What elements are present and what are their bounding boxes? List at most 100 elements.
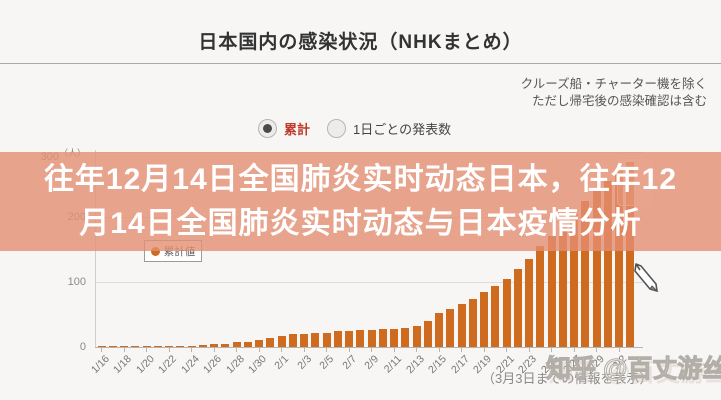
- bar-1/22: [165, 346, 173, 347]
- daily-radio-label[interactable]: 1日ごとの発表数: [353, 122, 452, 137]
- x-tick-2/15: [438, 348, 440, 352]
- x-tick-1/16: [101, 348, 102, 352]
- bar-2/10: [378, 329, 387, 347]
- bar-1/31: [266, 338, 275, 347]
- x-tick-1/24: [191, 348, 192, 352]
- x-tick-1/20: [146, 348, 147, 352]
- bar-2/11: [390, 329, 398, 347]
- bar-3/3: [626, 162, 635, 347]
- x-tick-3/2: [618, 348, 620, 352]
- bar-2/21: [502, 279, 511, 347]
- bar-1/30: [255, 340, 263, 347]
- bar-2/24: [536, 246, 545, 347]
- x-tick-2/7: [348, 348, 350, 352]
- legend-dot-icon: [150, 246, 160, 256]
- bar-2/2: [288, 334, 297, 347]
- x-tick-label-1/18: 1/18: [111, 353, 134, 376]
- x-tick-1/22: [168, 348, 170, 352]
- x-tick-2/17: [461, 348, 462, 352]
- bar-2/17: [457, 304, 466, 347]
- x-tick-1/18: [123, 348, 125, 352]
- bar-2/18: [468, 299, 477, 347]
- bar-2/27: [570, 214, 578, 347]
- x-tick-2/3: [303, 348, 305, 352]
- banner-text-line2: 月14日全国肺炎实时动态与日本疫情分析: [79, 206, 642, 240]
- pen-cursor-icon: [630, 262, 660, 299]
- overlay-caption-banner: 往年12月14日全国肺炎实时动态日本，往年12 月14日全国肺炎实时动态与日本疫…: [0, 152, 721, 251]
- x-tick-label-2/9: 2/9: [362, 353, 382, 372]
- bar-2/1: [277, 336, 286, 347]
- chart-note: クルーズ船・チャーター機を除く ただし帰宅後の感染確認は含む: [521, 76, 707, 110]
- title-divider: [0, 63, 721, 64]
- x-tick-label-2/13: 2/13: [403, 353, 427, 376]
- bar-1/29: [243, 342, 252, 347]
- x-tick-label-2/11: 2/11: [381, 353, 404, 376]
- bar-1/24: [187, 346, 196, 347]
- bar-3/2: [615, 171, 623, 347]
- bar-2/23: [525, 259, 533, 347]
- x-tick-label-1/24: 1/24: [178, 353, 202, 376]
- x-tick-2/13: [416, 348, 417, 352]
- x-tick-1/28: [236, 348, 237, 352]
- page-title: 日本国内の感染状況（NHKまとめ）: [198, 32, 523, 53]
- x-tick-label-2/15: 2/15: [426, 353, 449, 376]
- bar-1/28: [232, 342, 241, 347]
- chart-note-line2: ただし帰宅後の感染確認は含む: [531, 94, 707, 108]
- x-tick-2/9: [371, 348, 372, 352]
- gridline-100: [96, 282, 643, 283]
- x-tick-2/11: [393, 348, 395, 352]
- bar-2/26: [558, 226, 567, 347]
- bar-2/22: [513, 269, 522, 347]
- bar-2/16: [446, 309, 455, 347]
- bar-1/19: [131, 346, 140, 347]
- x-tick-2/19: [483, 348, 485, 352]
- bar-1/17: [108, 346, 117, 347]
- bar-1/16: [97, 346, 106, 347]
- daily-radio-button[interactable]: [327, 119, 347, 138]
- chart-mode-controls: 累計 1日ごとの発表数: [258, 119, 451, 138]
- banner-text-line1: 往年12月14日全国肺炎实时动态日本，往年12: [43, 162, 678, 196]
- radio-selected-dot: [263, 124, 272, 133]
- x-tick-2/1: [281, 348, 282, 352]
- y-tick-label-0: 0: [79, 341, 86, 353]
- x-tick-label-1/22: 1/22: [156, 353, 179, 376]
- x-tick-1/26: [213, 348, 215, 352]
- watermark-text: 知乎 @百丈游丝: [545, 355, 721, 384]
- x-tick-label-1/26: 1/26: [201, 353, 224, 376]
- x-tick-label-2/17: 2/17: [448, 353, 472, 376]
- x-tick-label-1/30: 1/30: [246, 353, 269, 376]
- bar-1/27: [221, 344, 230, 347]
- bar-2/12: [401, 328, 410, 347]
- bar-2/13: [412, 326, 421, 347]
- bar-3/1: [603, 181, 612, 347]
- bar-2/25: [547, 236, 556, 347]
- bar-2/6: [333, 331, 342, 347]
- x-tick-2/5: [326, 348, 327, 352]
- x-tick-2/27: [573, 348, 575, 352]
- bar-2/3: [300, 334, 308, 347]
- x-tick-2/23: [528, 348, 530, 352]
- data-range-note: （3月3日までの情報を表示）: [482, 371, 653, 386]
- x-tick-label-1/28: 1/28: [223, 353, 247, 376]
- bar-2/19: [480, 292, 488, 347]
- bar-1/23: [176, 346, 185, 347]
- bar-2/8: [356, 330, 365, 347]
- bar-2/9: [367, 330, 376, 347]
- cumulative-radio-label[interactable]: 累計: [284, 122, 311, 137]
- x-tick-1/30: [258, 348, 260, 352]
- bar-1/20: [142, 346, 151, 347]
- bar-2/7: [345, 331, 353, 347]
- cumulative-radio-button[interactable]: [258, 119, 277, 138]
- bar-2/29: [592, 190, 601, 347]
- bar-2/5: [322, 333, 331, 347]
- x-tick-label-2/7: 2/7: [340, 353, 359, 372]
- bar-1/26: [210, 344, 218, 347]
- x-tick-2/29: [596, 348, 597, 352]
- x-axis-line: [95, 347, 643, 348]
- x-tick-2/21: [506, 348, 507, 352]
- bar-2/14: [423, 321, 432, 347]
- bar-2/28: [581, 201, 590, 347]
- bar-1/18: [120, 346, 128, 347]
- bar-2/20: [491, 286, 500, 347]
